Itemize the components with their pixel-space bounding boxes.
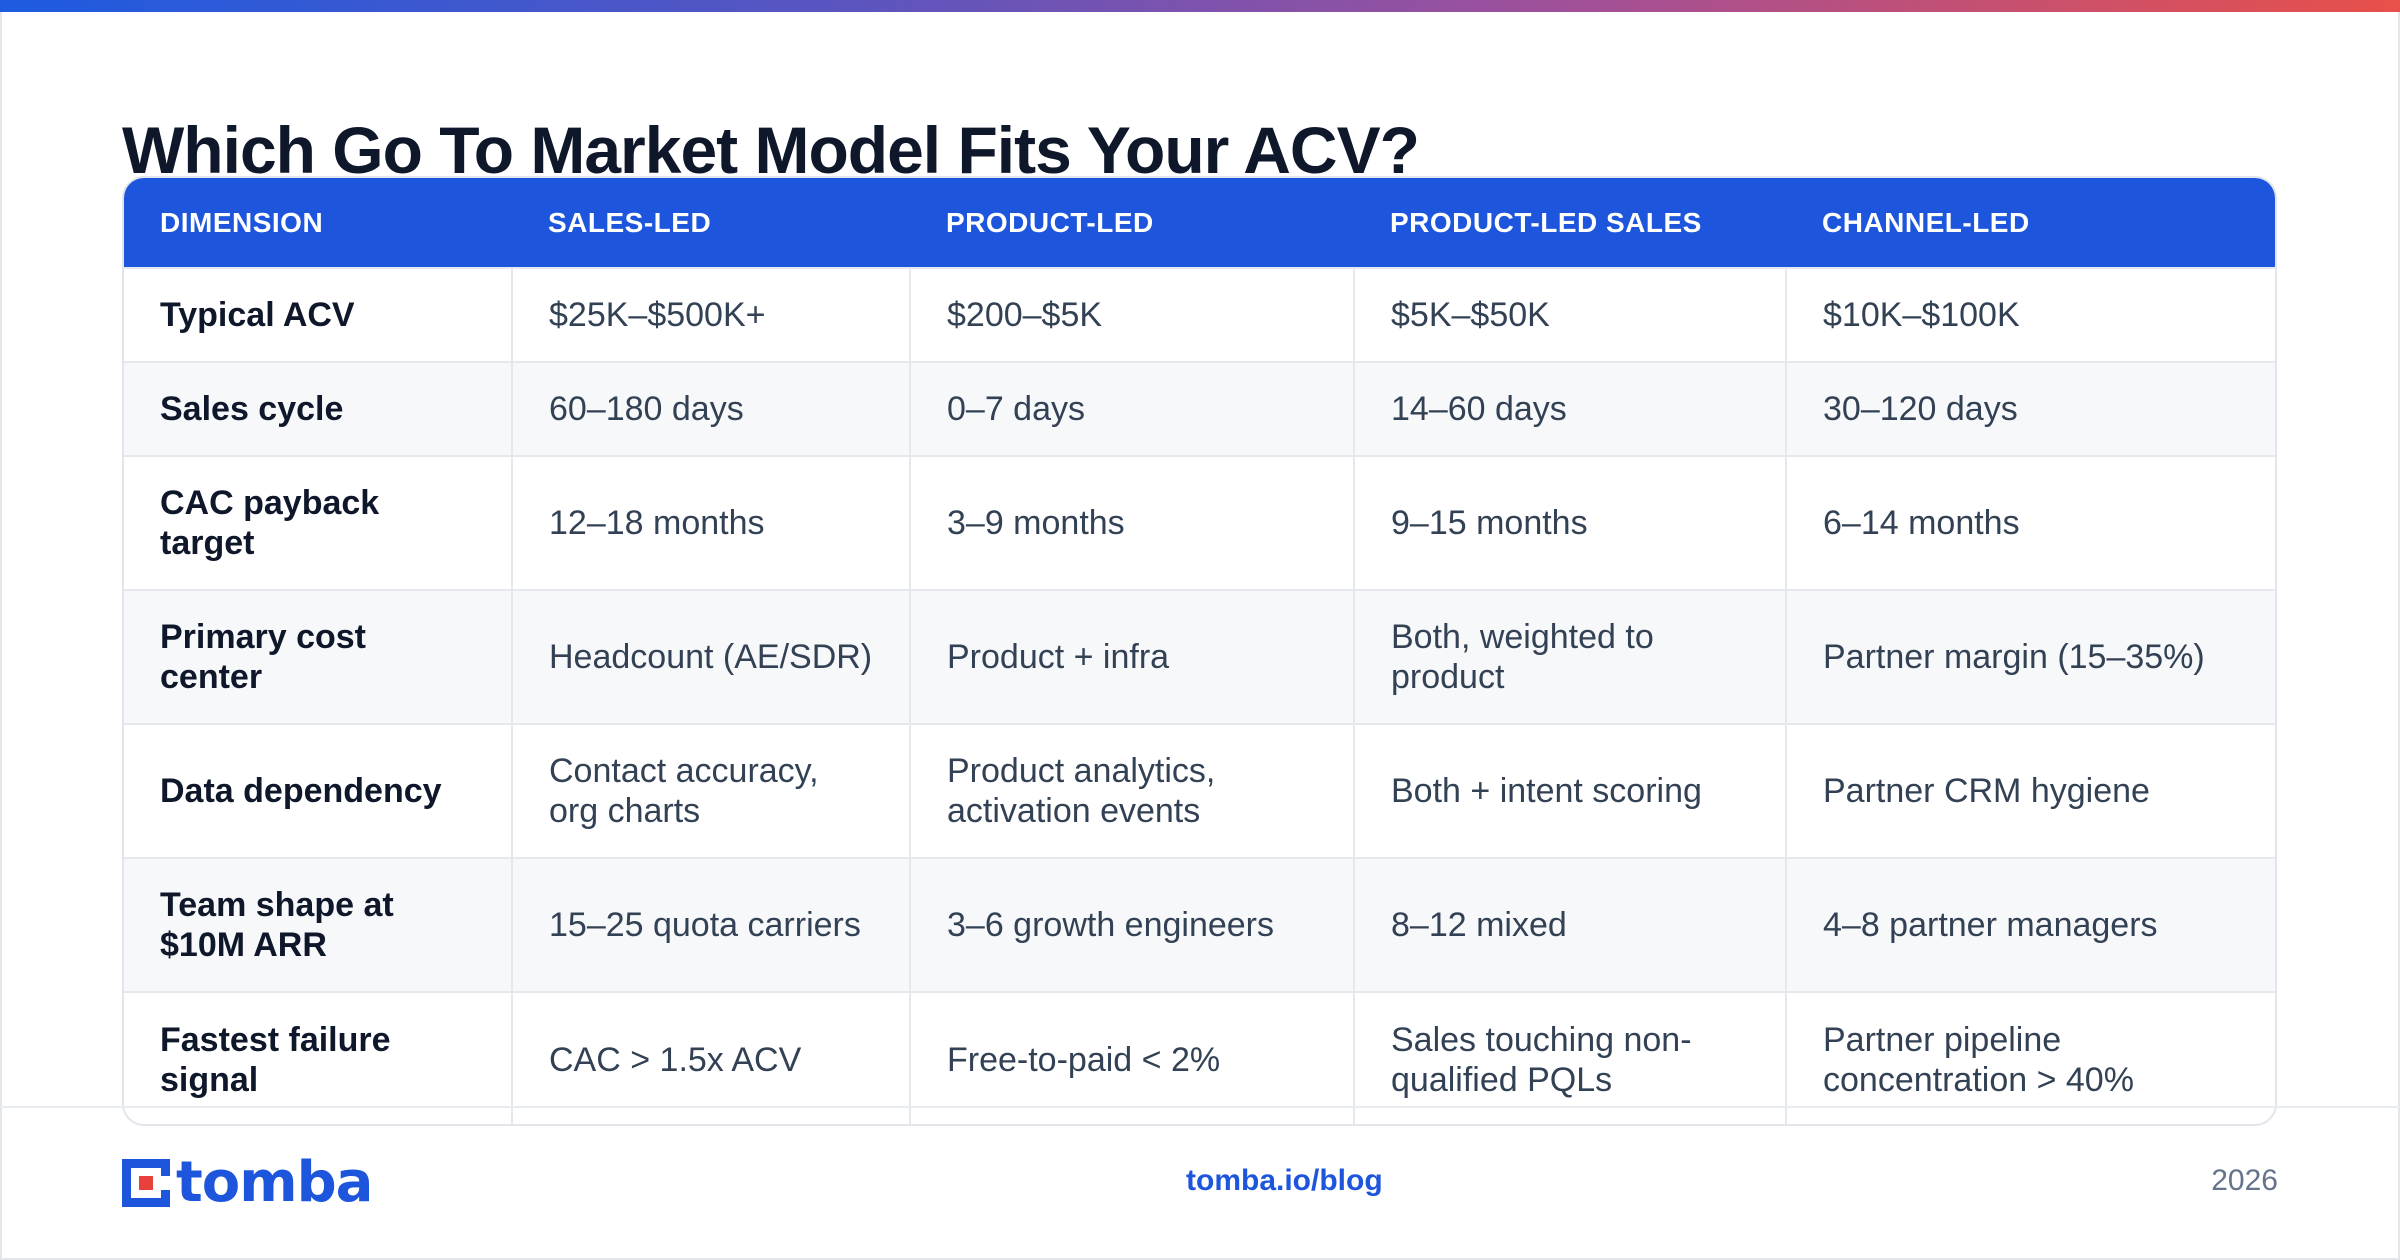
table-cell: 4–8 partner managers: [1786, 857, 2275, 992]
gtm-comparison-table: DIMENSION SALES-LED PRODUCT-LED PRODUCT-…: [122, 176, 2277, 1126]
year-label: 2026: [2211, 1164, 2278, 1197]
row-dimension: Fastest failure signal: [124, 991, 513, 1124]
table-cell: Partner pipeline concentration > 40%: [1786, 991, 2275, 1124]
tomba-logo: tomba: [122, 1150, 373, 1215]
table-cell: 6–14 months: [1786, 455, 2275, 590]
table-cell: Product analytics, activation events: [910, 723, 1355, 858]
table-row: Typical ACV $25K–$500K+ $200–$5K $5K–$50…: [124, 267, 2275, 362]
table-cell: 15–25 quota carriers: [512, 857, 911, 992]
row-dimension: Primary cost center: [124, 589, 513, 724]
table-cell: Product + infra: [910, 589, 1355, 724]
table-cell: Partner margin (15–35%): [1786, 589, 2275, 724]
table-cell: Both + intent scoring: [1354, 723, 1787, 858]
table-cell: $200–$5K: [910, 267, 1355, 362]
table-cell: 9–15 months: [1354, 455, 1787, 590]
header-product-led-sales: PRODUCT-LED SALES: [1390, 206, 1702, 238]
page-frame: [0, 12, 2400, 1260]
header-dimension: DIMENSION: [160, 206, 324, 238]
header-channel-led: CHANNEL-LED: [1822, 206, 2030, 238]
header-sales-led: SALES-LED: [548, 206, 712, 238]
table-cell: 0–7 days: [910, 361, 1355, 456]
footer-divider: [0, 1106, 2400, 1108]
table-cell: Contact accuracy, org charts: [512, 723, 911, 858]
row-dimension: CAC payback target: [124, 455, 513, 590]
table-cell: Headcount (AE/SDR): [512, 589, 911, 724]
table-cell: $10K–$100K: [1786, 267, 2275, 362]
table-header-row: DIMENSION SALES-LED PRODUCT-LED PRODUCT-…: [124, 178, 2275, 268]
table-cell: 3–6 growth engineers: [910, 857, 1355, 992]
page-title: Which Go To Market Model Fits Your ACV?: [122, 113, 1420, 187]
table-row: Fastest failure signal CAC > 1.5x ACV Fr…: [124, 991, 2275, 1124]
table-cell: 8–12 mixed: [1354, 857, 1787, 992]
blog-link[interactable]: tomba.io/blog: [1186, 1164, 1383, 1197]
table-row: Team shape at $10M ARR 15–25 quota carri…: [124, 857, 2275, 992]
top-gradient-bar: [0, 0, 2400, 12]
row-dimension: Team shape at $10M ARR: [124, 857, 513, 992]
table-cell: CAC > 1.5x ACV: [512, 991, 911, 1124]
table-cell: Free-to-paid < 2%: [910, 991, 1355, 1124]
table-row: Sales cycle 60–180 days 0–7 days 14–60 d…: [124, 361, 2275, 456]
logo-text: tomba: [176, 1150, 373, 1215]
table-cell: 12–18 months: [512, 455, 911, 590]
table-row: Data dependency Contact accuracy, org ch…: [124, 723, 2275, 858]
table-cell: 14–60 days: [1354, 361, 1787, 456]
table-cell: 30–120 days: [1786, 361, 2275, 456]
tomba-logo-icon: [122, 1159, 170, 1207]
table-cell: Both, weighted to product: [1354, 589, 1787, 724]
row-dimension: Sales cycle: [124, 361, 513, 456]
table-cell: $25K–$500K+: [512, 267, 911, 362]
table-cell: Sales touching non-qualified PQLs: [1354, 991, 1787, 1124]
table-cell: Partner CRM hygiene: [1786, 723, 2275, 858]
row-dimension: Typical ACV: [124, 267, 513, 362]
table-cell: $5K–$50K: [1354, 267, 1787, 362]
table-cell: 60–180 days: [512, 361, 911, 456]
table-cell: 3–9 months: [910, 455, 1355, 590]
header-product-led: PRODUCT-LED: [946, 206, 1154, 238]
table-row: Primary cost center Headcount (AE/SDR) P…: [124, 589, 2275, 724]
row-dimension: Data dependency: [124, 723, 513, 858]
table-row: CAC payback target 12–18 months 3–9 mont…: [124, 455, 2275, 590]
